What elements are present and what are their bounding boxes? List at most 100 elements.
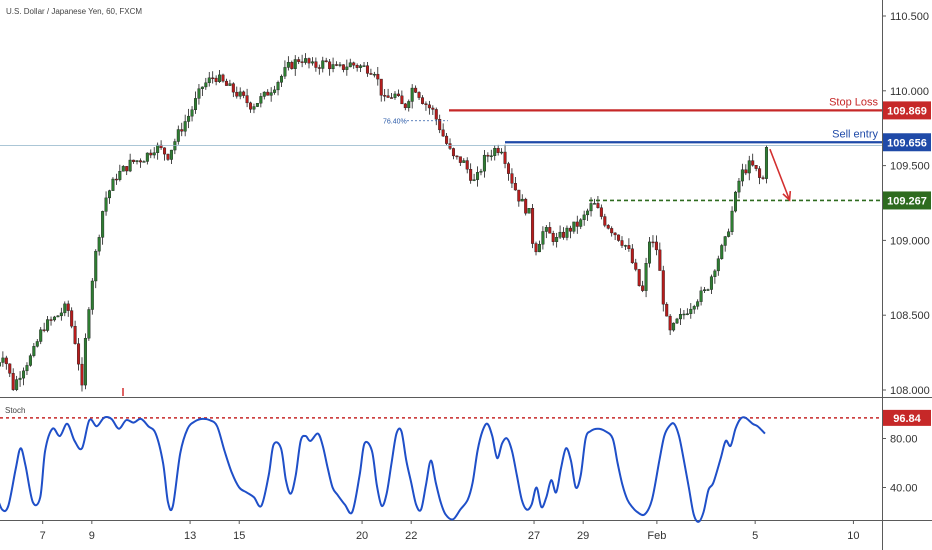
candle-body xyxy=(149,152,153,156)
candle-body xyxy=(696,301,700,307)
candle-body xyxy=(575,221,579,227)
candle-body xyxy=(101,211,105,238)
candle-body xyxy=(734,191,738,212)
candle-body xyxy=(59,312,63,317)
candle-body xyxy=(173,141,177,151)
time-tick-label: 10 xyxy=(847,530,859,542)
stoch-level-box xyxy=(883,409,931,426)
time-tick-label: 9 xyxy=(89,530,95,542)
stoch-tick-label: 40.00 xyxy=(890,483,918,495)
candle-body xyxy=(764,147,768,179)
candle-body xyxy=(462,160,466,163)
candle-body xyxy=(448,143,452,149)
candle-body xyxy=(709,276,713,290)
candle-body xyxy=(310,61,314,64)
candle-body xyxy=(723,236,727,246)
candle-body xyxy=(166,153,170,160)
candle-body xyxy=(348,62,352,68)
candle-body xyxy=(255,103,259,107)
candle-body xyxy=(249,102,253,110)
stoch-tick-label: 80.00 xyxy=(890,434,918,446)
time-tick-label: 22 xyxy=(405,530,417,542)
candle-body xyxy=(163,147,167,155)
candle-body xyxy=(221,74,225,82)
candle-body xyxy=(8,363,12,374)
candle-body xyxy=(682,313,686,316)
candle-body xyxy=(355,65,359,68)
candle-body xyxy=(582,214,586,220)
candle-body xyxy=(486,154,490,157)
candle-body xyxy=(751,160,755,166)
candle-body xyxy=(341,64,345,70)
candle-body xyxy=(83,337,87,386)
candle-body xyxy=(187,115,191,122)
time-tick-label: 20 xyxy=(356,530,368,542)
candle-body xyxy=(214,77,218,82)
candle-body xyxy=(489,155,493,157)
candle-body xyxy=(42,329,46,331)
candle-body xyxy=(431,107,435,110)
candle-body xyxy=(455,155,459,158)
candle-body xyxy=(568,227,572,232)
level-price-label: 109.656 xyxy=(887,137,927,149)
candle-body xyxy=(648,241,652,264)
candle-body xyxy=(482,154,486,172)
candle-body xyxy=(18,377,22,380)
candle-body xyxy=(606,225,610,229)
candle-body xyxy=(623,245,627,247)
candle-body xyxy=(104,197,108,212)
candle-body xyxy=(672,322,676,331)
fib-level-label: 76.40% xyxy=(383,119,407,126)
candle-body xyxy=(396,93,400,97)
candle-body xyxy=(637,269,641,286)
level-name-label: Stop Loss xyxy=(829,96,878,108)
candle-body xyxy=(403,103,407,109)
price-tick-label: 109.000 xyxy=(890,235,930,247)
candle-body xyxy=(510,173,514,184)
candle-body xyxy=(513,183,517,191)
level-price-box xyxy=(883,191,931,210)
candle-body xyxy=(108,190,112,199)
candle-body xyxy=(541,231,545,245)
candle-body xyxy=(338,64,342,66)
candle-body xyxy=(273,89,277,93)
level-name-label: Sell entry xyxy=(832,128,878,140)
stoch-pane-title: Stoch xyxy=(5,406,25,415)
candle-body xyxy=(500,151,504,154)
candle-body xyxy=(11,373,15,390)
candle-body xyxy=(586,210,590,216)
candle-body xyxy=(252,106,256,110)
candle-body xyxy=(548,227,552,234)
candle-body xyxy=(331,64,335,70)
candle-body xyxy=(15,379,19,390)
candle-body xyxy=(506,163,510,174)
candle-body xyxy=(465,160,469,170)
candle-body xyxy=(427,104,431,109)
candle-body xyxy=(603,216,607,226)
candle-body xyxy=(228,83,232,86)
candle-body xyxy=(469,169,473,181)
candle-body xyxy=(321,60,325,69)
candle-body xyxy=(56,315,60,318)
candle-body xyxy=(231,83,235,93)
candle-body xyxy=(383,95,387,97)
level-price-label: 109.869 xyxy=(887,105,927,117)
candle-body xyxy=(720,245,724,259)
time-tick-label: 13 xyxy=(184,530,196,542)
candle-body xyxy=(572,221,576,232)
time-tick-label: 7 xyxy=(40,530,46,542)
candle-body xyxy=(190,109,194,117)
candle-body xyxy=(476,172,480,180)
candle-body xyxy=(627,245,631,250)
candle-body xyxy=(138,160,142,163)
candle-body xyxy=(22,370,26,379)
candle-body xyxy=(73,326,77,344)
candle-body xyxy=(66,303,70,311)
candle-body xyxy=(641,285,645,291)
candle-body xyxy=(558,231,562,238)
candle-body xyxy=(200,86,204,89)
candle-body xyxy=(242,91,246,96)
price-levels: 76.40% Stop Loss 109.869 Sell entry 109.656 1… xyxy=(0,96,931,396)
candle-body xyxy=(32,346,36,356)
price-tick-label: 108.000 xyxy=(890,385,930,397)
